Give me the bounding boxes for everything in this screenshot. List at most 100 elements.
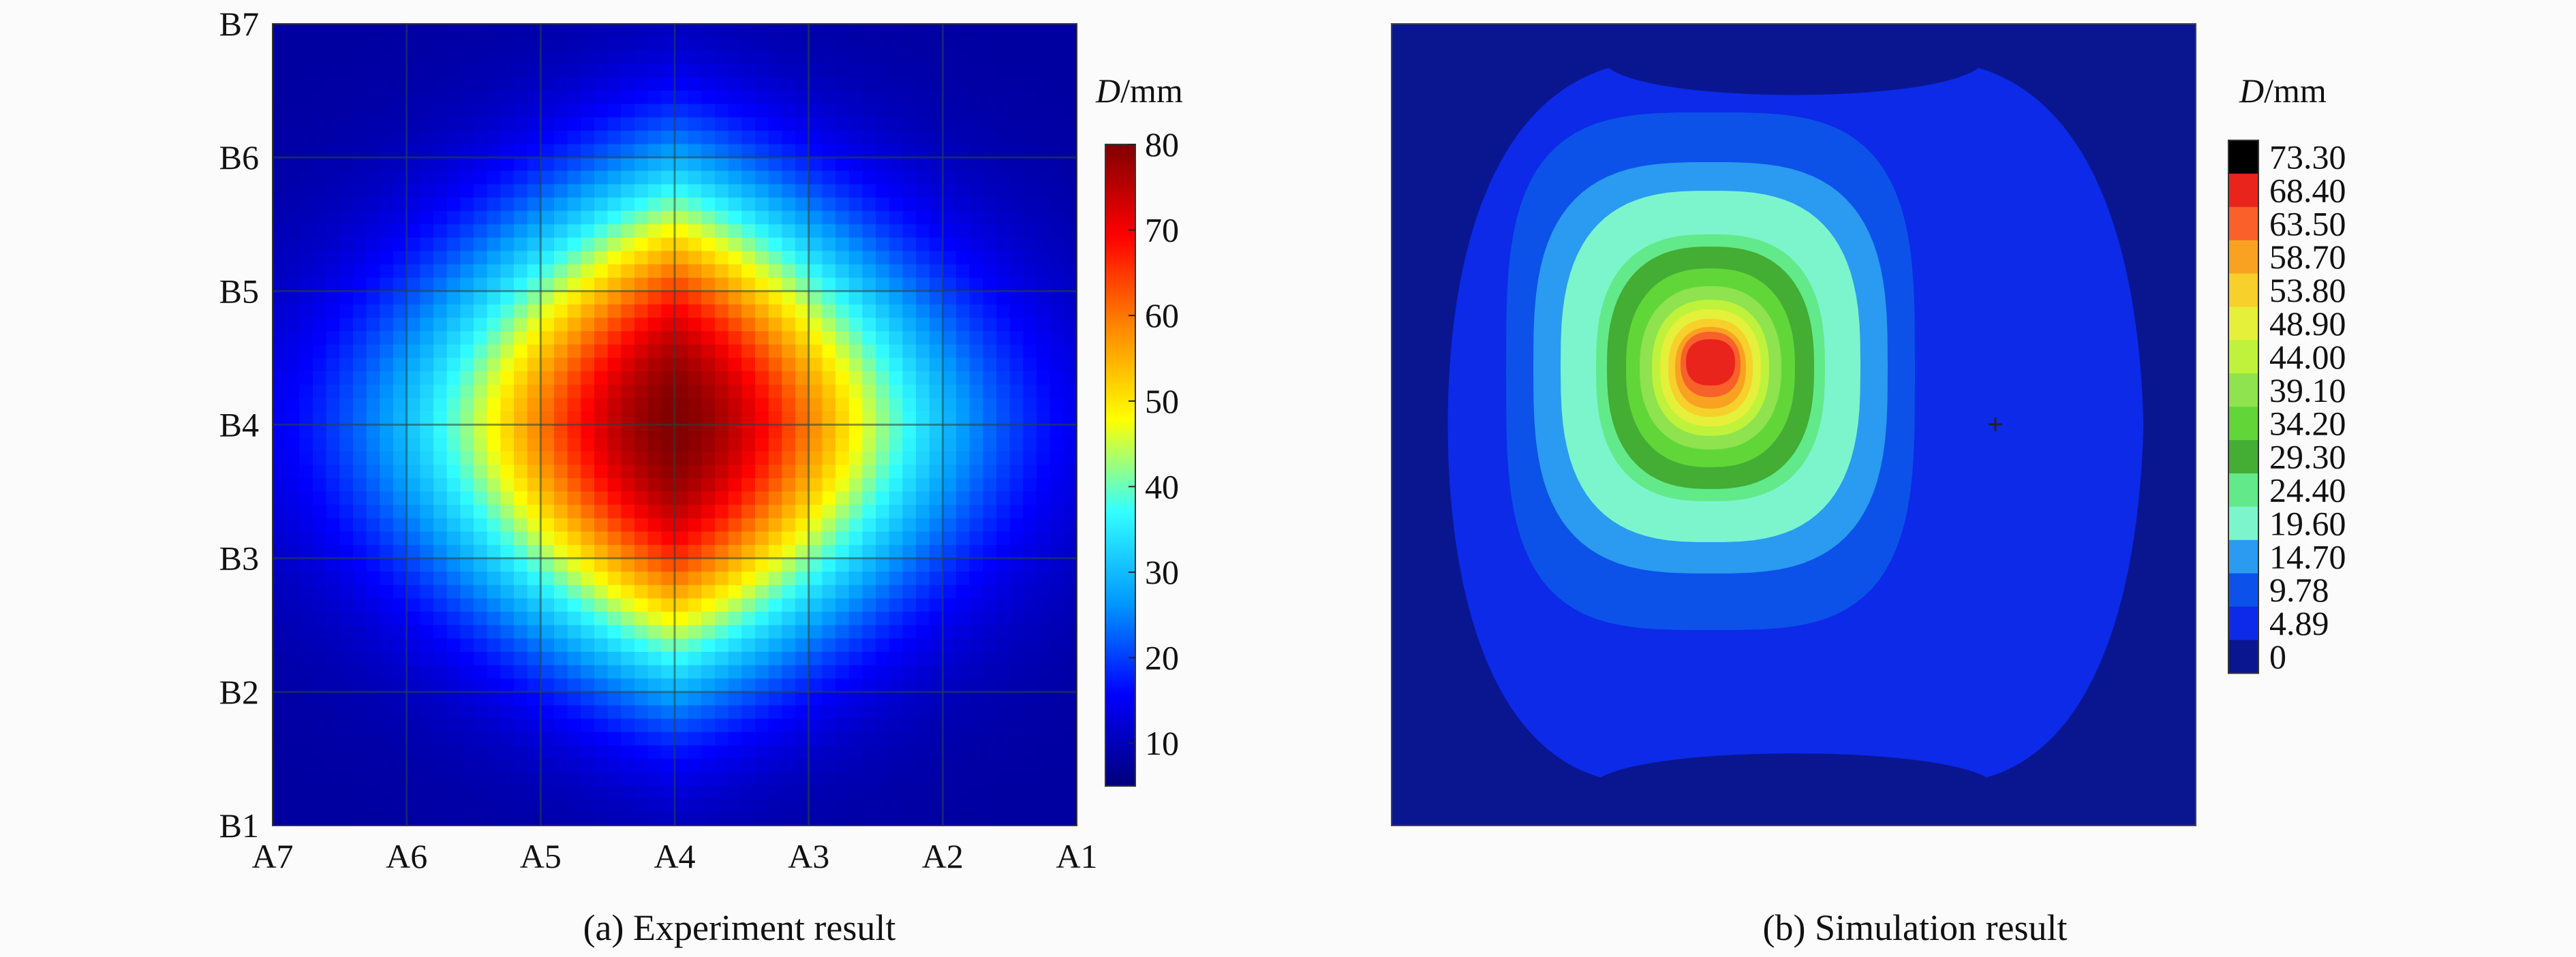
- heatmap-a-cell: [420, 91, 434, 105]
- heatmap-a-cell: [1063, 424, 1077, 439]
- heatmap-a-cell: [835, 584, 850, 599]
- heatmap-a-cell: [983, 63, 997, 78]
- heatmap-a-cell: [661, 491, 675, 505]
- heatmap-a-cell: [661, 625, 675, 639]
- heatmap-a-cell: [942, 184, 957, 198]
- heatmap-a-cell: [942, 719, 957, 733]
- heatmap-a-cell: [299, 625, 313, 639]
- heatmap-a-cell: [835, 719, 850, 733]
- heatmap-a-cell: [406, 398, 420, 412]
- heatmap-a-cell: [474, 732, 488, 746]
- heatmap-a-cell: [380, 584, 394, 599]
- heatmap-a-cell: [594, 798, 609, 813]
- heatmap-a-cell: [1037, 424, 1051, 439]
- heatmap-a-cell: [366, 198, 380, 212]
- heatmap-a-cell: [728, 625, 742, 639]
- heatmap-a-cell: [675, 625, 689, 639]
- heatmap-a-cell: [634, 37, 649, 51]
- heatmap-a-cell: [1063, 317, 1077, 332]
- heatmap-a-cell: [647, 558, 662, 572]
- heatmap-a-cell: [889, 705, 903, 719]
- heatmap-a-cell: [594, 117, 609, 131]
- heatmap-a-cell: [688, 571, 702, 586]
- heatmap-a-cell: [581, 37, 595, 51]
- heatmap-a-cell: [876, 24, 890, 38]
- heatmap-a-cell: [339, 63, 354, 78]
- heatmap-a-cell: [500, 411, 515, 426]
- heatmap-a-cell: [313, 184, 327, 198]
- heatmap-a-cell: [782, 719, 796, 733]
- heatmap-a-cell: [795, 91, 810, 105]
- heatmap-a-cell: [755, 411, 769, 426]
- heatmap-a-cell: [353, 531, 367, 546]
- heatmap-a-cell: [433, 691, 448, 706]
- heatmap-a-cell: [835, 251, 850, 265]
- x-tick-label: A5: [520, 837, 562, 875]
- heatmap-a-cell: [1023, 665, 1037, 679]
- heatmap-a-cell: [916, 638, 930, 653]
- heatmap-a-cell: [380, 63, 394, 78]
- heatmap-a-cell: [393, 732, 408, 746]
- colorbar-b-frame: [2228, 140, 2259, 674]
- heatmap-a-cell: [848, 198, 863, 212]
- heatmap-a-cell: [353, 37, 367, 51]
- heatmap-a-cell: [755, 598, 769, 612]
- heatmap-a-cell: [299, 665, 313, 679]
- heatmap-a-cell: [594, 732, 609, 746]
- heatmap-a-cell: [808, 210, 823, 225]
- heatmap-a-cell: [460, 317, 474, 332]
- heatmap-a-cell: [996, 358, 1011, 372]
- heatmap-a-cell: [675, 37, 689, 51]
- heatmap-a-cell: [446, 91, 461, 105]
- heatmap-a-cell: [1049, 157, 1064, 172]
- heatmap-a-cell: [500, 63, 515, 78]
- heatmap-a-cell: [969, 91, 983, 105]
- heatmap-a-cell: [406, 651, 420, 666]
- heatmap-a-cell: [969, 625, 983, 639]
- heatmap-a-cell: [902, 491, 917, 505]
- heatmap-a-cell: [902, 277, 917, 292]
- heatmap-a-cell: [661, 77, 675, 91]
- heatmap-a-cell: [929, 384, 943, 398]
- heatmap-a-cell: [1009, 198, 1024, 212]
- heatmap-a-cell: [755, 50, 769, 65]
- heatmap-a-cell: [889, 451, 903, 465]
- heatmap-a-cell: [916, 438, 930, 452]
- heatmap-a-cell: [701, 665, 716, 679]
- heatmap-a-cell: [567, 251, 581, 265]
- heatmap-a-cell: [755, 291, 769, 305]
- heatmap-a-cell: [460, 411, 474, 426]
- heatmap-a-cell: [889, 758, 903, 773]
- heatmap-a-cell: [728, 104, 742, 118]
- heatmap-a-cell: [433, 598, 448, 612]
- heatmap-a-cell: [380, 317, 394, 332]
- heatmap-a-cell: [741, 491, 756, 505]
- heatmap-a-cell: [661, 277, 675, 292]
- heatmap-a-cell: [835, 224, 850, 238]
- heatmap-a-cell: [393, 371, 408, 386]
- heatmap-a-cell: [594, 505, 609, 519]
- heatmap-a-cell: [380, 117, 394, 131]
- heatmap-a-cell: [647, 304, 662, 319]
- heatmap-a-cell: [607, 571, 622, 586]
- heatmap-a-cell: [460, 50, 474, 65]
- heatmap-a-cell: [942, 451, 957, 465]
- colorbar-a-tick-label: 60: [1145, 296, 1179, 334]
- heatmap-a-cell: [929, 304, 943, 319]
- heatmap-a-cell: [715, 651, 729, 666]
- heatmap-a-cell: [286, 144, 300, 158]
- heatmap-a-cell: [661, 237, 675, 252]
- heatmap-a-cell: [474, 24, 488, 38]
- contour-b-field: [1392, 24, 2196, 826]
- heatmap-a-cell: [581, 625, 595, 639]
- heatmap-a-cell: [326, 705, 340, 719]
- heatmap-a-cell: [916, 598, 930, 612]
- heatmap-a-cell: [313, 732, 327, 746]
- heatmap-a-cell: [299, 491, 313, 505]
- heatmap-a-cell: [299, 772, 313, 786]
- heatmap-a-cell: [701, 331, 716, 345]
- heatmap-a-cell: [273, 758, 287, 773]
- heatmap-a-cell: [446, 505, 461, 519]
- heatmap-a-cell: [862, 331, 876, 345]
- heatmap-a-cell: [916, 477, 930, 492]
